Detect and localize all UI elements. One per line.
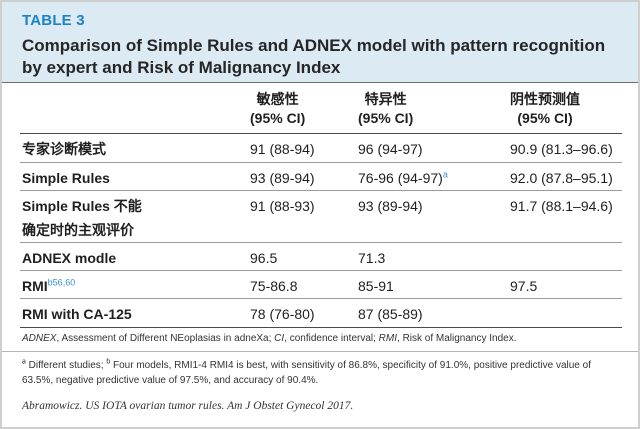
row-label: RMI with CA-125 — [22, 305, 132, 322]
sensitivity-value: 78 (76-80) — [250, 305, 315, 322]
note-marker: b — [106, 358, 111, 366]
table-row: RMI with CA-125 78 (76-80) 87 (85-89) — [20, 298, 622, 327]
comparison-table: 敏感性 (95% CI) 特异性 (95% CI) 阴性预测值 (95% CI) 专家… — [20, 83, 622, 328]
reference-marker: b56,60 — [47, 276, 76, 287]
sensitivity-value: 93 (89-94) — [250, 169, 315, 186]
column-header-npv: 阴性预测值 (95% CI) — [510, 83, 622, 133]
table-row: 专家诊断模式 91 (88-94) 96 (94-97) 90.9 (81.3–… — [20, 133, 622, 162]
note-marker: a — [22, 358, 26, 366]
specificity-value: 76-96 (94-97)a — [358, 162, 510, 190]
table-header-band: TABLE 3 Comparison of Simple Rules and A… — [2, 2, 638, 83]
row-label: RMIb56,60 — [20, 270, 250, 298]
column-header-specificity: 特异性 (95% CI) — [358, 83, 510, 133]
specificity-value: 93 (89-94) — [358, 197, 423, 214]
table-title: Comparison of Simple Rules and ADNEX mod… — [22, 36, 606, 77]
row-label-text: RMI — [22, 277, 48, 294]
abbreviation-term: RMI — [378, 333, 398, 344]
column-header-sensitivity: 敏感性 (95% CI) — [250, 83, 358, 133]
abbreviation-footnote: ADNEX, Assessment of Different NEoplasia… — [22, 332, 620, 346]
npv-value: 90.9 (81.3–96.6) — [510, 140, 613, 157]
npv-value-empty — [510, 242, 622, 270]
specificity-value: 71.3 — [358, 249, 386, 266]
specificity-value: 96 (94-97) — [358, 140, 423, 157]
column-header-blank — [20, 83, 250, 133]
npv-value: 91.7 (88.1–94.6) — [510, 197, 613, 214]
row-label: 专家诊断模式 — [22, 140, 106, 157]
column-header-ci: (95% CI) — [517, 110, 573, 126]
column-header-name: 特异性 — [364, 91, 407, 107]
row-label-line: 确定时的主观评价 — [22, 221, 134, 238]
abbreviation-term: ADNEX — [22, 333, 57, 344]
source-citation: Abramowicz. US IOTA ovarian tumor rules.… — [22, 400, 354, 412]
abbreviation-definition: , Risk of Malignancy Index. — [397, 333, 517, 344]
column-header-row: 敏感性 (95% CI) 特异性 (95% CI) 阴性预测值 (95% CI) — [20, 83, 622, 133]
row-label: Simple Rules — [22, 169, 110, 186]
table-row: Simple Rules 93 (89-94) 76-96 (94-97)a 9… — [20, 162, 622, 190]
column-header-ci: (95% CI) — [250, 110, 306, 126]
column-header-name: 敏感性 — [256, 91, 299, 107]
row-label: ADNEX modle — [22, 249, 117, 266]
sensitivity-value: 96.5 — [250, 249, 278, 266]
footnote-marker: a — [442, 168, 448, 179]
npv-value: 92.0 (87.8–95.1) — [510, 169, 613, 186]
column-header-ci: (95% CI) — [358, 110, 414, 126]
footnote-divider — [2, 351, 638, 352]
sensitivity-value: 91 (88-93) — [250, 197, 315, 214]
npv-value-empty — [510, 298, 622, 327]
sensitivity-value: 75-86.8 — [250, 277, 298, 294]
npv-value: 97.5 — [510, 277, 538, 294]
table-row: Simple Rules 不能 确定时的主观评价 91 (88-93) 93 (… — [20, 190, 622, 242]
row-label-line: Simple Rules 不能 — [22, 197, 142, 214]
column-header-name: 阴性预测值 — [510, 91, 580, 107]
table-label: TABLE 3 — [22, 12, 85, 29]
table-row: RMIb56,60 75-86.8 85-91 97.5 — [20, 270, 622, 298]
abbreviation-term: CI — [274, 333, 285, 344]
specificity-value-text: 76-96 (94-97) — [358, 169, 443, 186]
note-text: Four models, RMI1-4 RMI4 is best, with s… — [22, 360, 591, 386]
note-text: Different studies; — [25, 360, 107, 371]
table-row: ADNEX modle 96.5 71.3 — [20, 242, 622, 270]
abbreviation-definition: , Assessment of Different NEoplasias in … — [56, 333, 275, 344]
row-label: Simple Rules 不能 确定时的主观评价 — [20, 190, 250, 242]
sensitivity-value: 91 (88-94) — [250, 140, 315, 157]
abbreviation-definition: , confidence interval; — [284, 333, 379, 344]
notes-footnote: a Different studies; b Four models, RMI1… — [22, 358, 620, 388]
specificity-value: 87 (85-89) — [358, 305, 423, 322]
specificity-value: 85-91 — [358, 277, 394, 294]
